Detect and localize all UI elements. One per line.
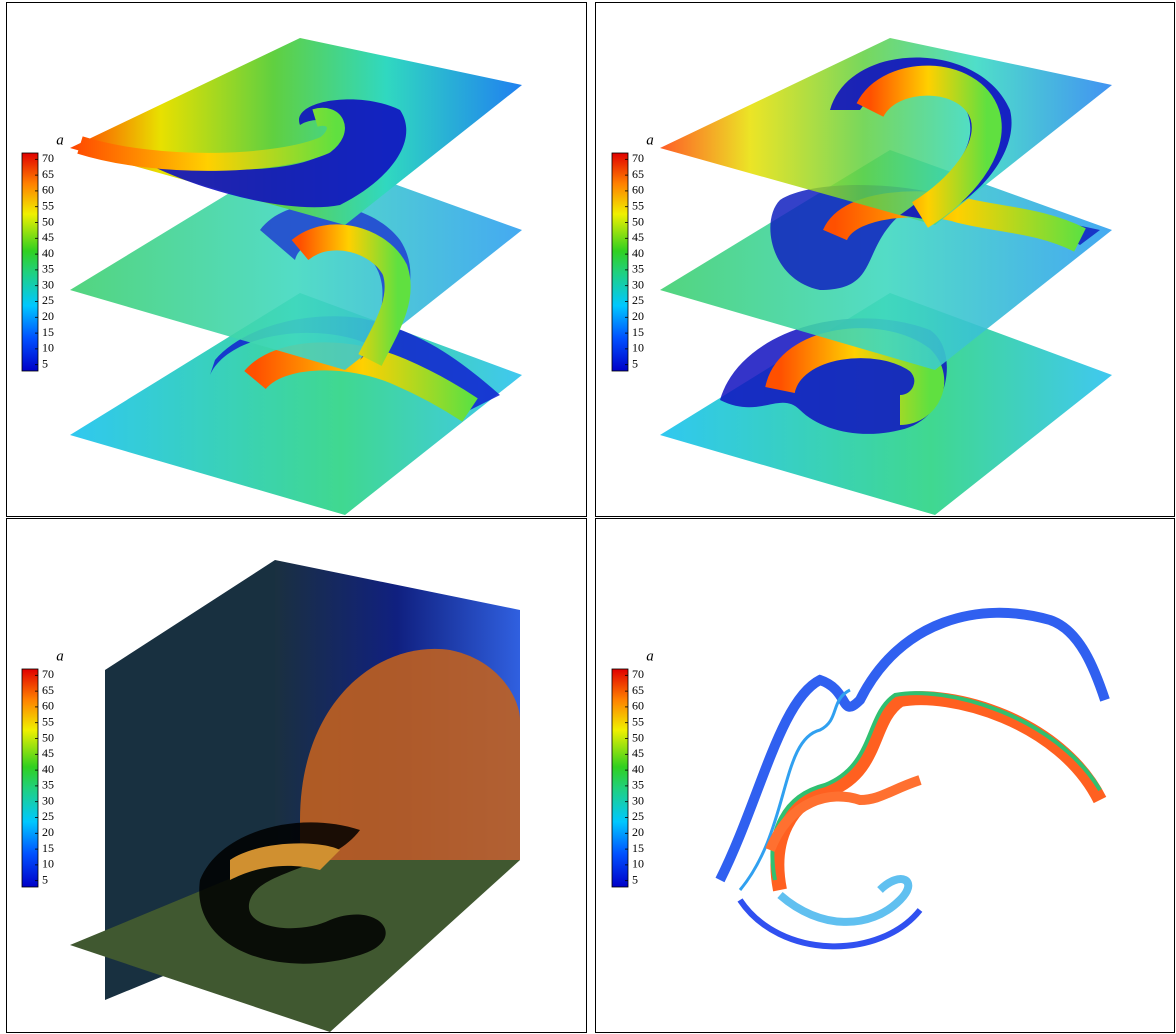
colorbar-label: a: [56, 132, 64, 148]
colorbar-tick-label: 60: [632, 183, 644, 197]
colorbar-tick-label: 20: [632, 825, 644, 839]
colorbar-tick-label: 35: [632, 778, 644, 792]
colorbar-tick-label: 50: [632, 730, 644, 744]
panel-frame: [6, 518, 587, 1033]
colorbar-tick-label: 20: [42, 309, 54, 323]
colorbar-tick-label: 10: [42, 857, 54, 871]
colorbar-tick-label: 15: [42, 325, 54, 339]
colorbar-tick-label: 60: [42, 183, 54, 197]
colorbar-tick-label: 55: [42, 714, 54, 728]
colorbar-label: a: [646, 132, 654, 148]
colorbar-tick-label: 55: [632, 714, 644, 728]
panel-frame: [6, 2, 587, 517]
slices-render: [660, 38, 1112, 515]
colorbar-tick-label: 5: [632, 872, 638, 886]
colorbar-tick-label: 50: [42, 214, 54, 228]
colorbar-tick-label: 40: [42, 762, 54, 776]
panel-frame: [595, 518, 1175, 1033]
colorbar-tick-label: 65: [632, 167, 644, 181]
colorbar-tick-label: 45: [42, 746, 54, 760]
colorbar-tick-label: 25: [632, 293, 644, 307]
colorbar-tick-label: 35: [632, 262, 644, 276]
colorbar-tick-label: 40: [42, 246, 54, 260]
colorbar-tick-label: 70: [42, 667, 54, 681]
colorbar-tick-label: 10: [42, 341, 54, 355]
colorbar-tick-label: 35: [42, 778, 54, 792]
colorbar-tick-label: 5: [42, 872, 48, 886]
colorbar-label: a: [56, 648, 64, 664]
cube-render: [70, 560, 520, 1032]
colorbar-tick-label: 20: [42, 825, 54, 839]
colorbar-tick-label: 60: [42, 699, 54, 713]
colorbar-tick-label: 55: [42, 198, 54, 212]
colorbar-tick-label: 25: [42, 293, 54, 307]
colorbar-tick-label: 45: [632, 746, 644, 760]
colorbar: [21, 668, 39, 888]
colorbar: [611, 668, 629, 888]
colorbar-tick-label: 25: [42, 809, 54, 823]
colorbar-tick-label: 40: [632, 762, 644, 776]
colorbar: [611, 152, 629, 372]
colorbar-tick-label: 50: [632, 214, 644, 228]
colorbar-tick-label: 60: [632, 699, 644, 713]
colorbar-tick-label: 65: [42, 167, 54, 181]
colorbar-tick-label: 45: [42, 230, 54, 244]
colorbar-tick-label: 50: [42, 730, 54, 744]
colorbar-tick-label: 25: [632, 809, 644, 823]
colorbar-tick-label: 20: [632, 309, 644, 323]
isosurface-render: [715, 607, 1110, 950]
colorbar-tick-label: 15: [632, 841, 644, 855]
colorbar-tick-label: 30: [42, 793, 54, 807]
colorbar-tick-label: 45: [632, 230, 644, 244]
colorbar-tick-label: 15: [42, 841, 54, 855]
colorbar-label: a: [646, 648, 654, 664]
colorbar-tick-label: 15: [632, 325, 644, 339]
colorbar-tick-label: 35: [42, 262, 54, 276]
colorbar-tick-label: 55: [632, 198, 644, 212]
colorbar-tick-label: 5: [42, 356, 48, 370]
colorbar-tick-label: 65: [632, 683, 644, 697]
colorbar-tick-label: 10: [632, 857, 644, 871]
panel-frame: [595, 2, 1175, 517]
colorbar-tick-label: 40: [632, 246, 644, 260]
colorbar: [21, 152, 39, 372]
colorbar-tick-label: 30: [632, 277, 644, 291]
colorbar-tick-label: 10: [632, 341, 644, 355]
colorbar-tick-label: 65: [42, 683, 54, 697]
slices-render: [70, 38, 522, 515]
colorbar-tick-label: 70: [42, 151, 54, 165]
colorbar-tick-label: 5: [632, 356, 638, 370]
colorbar-tick-label: 30: [42, 277, 54, 291]
colorbar-tick-label: 70: [632, 151, 644, 165]
colorbar-tick-label: 30: [632, 793, 644, 807]
colorbar-tick-label: 70: [632, 667, 644, 681]
